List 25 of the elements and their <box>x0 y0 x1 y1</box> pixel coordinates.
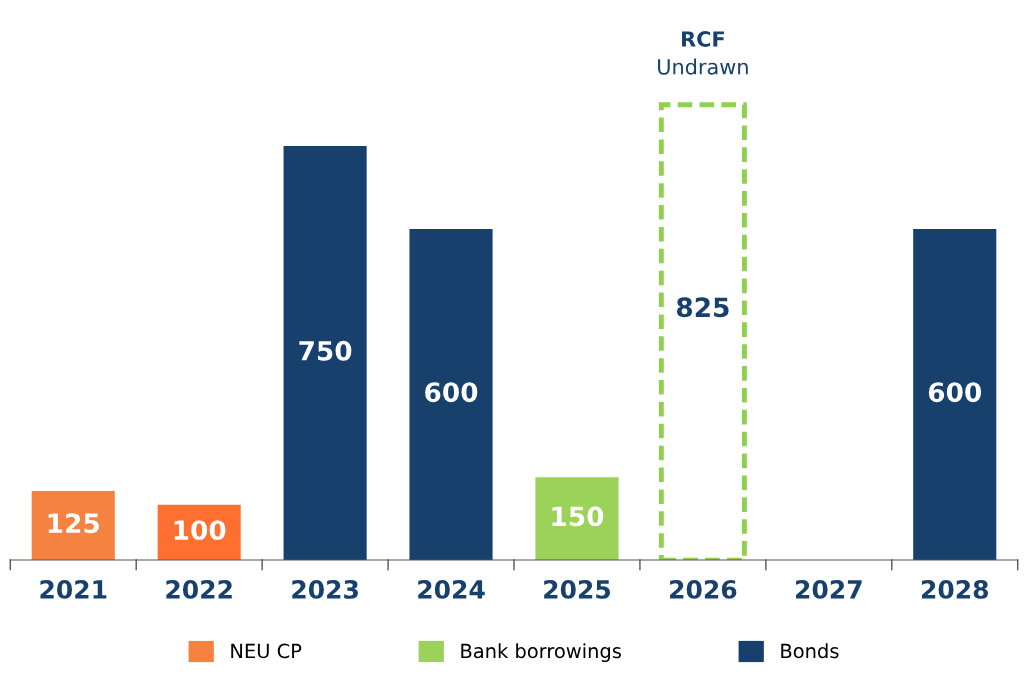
x-tick-label: 2021 <box>40 579 107 599</box>
data-label: 750 <box>299 340 352 361</box>
x-tick-label: 2022 <box>166 579 232 599</box>
annotation: Undrawn <box>658 58 748 75</box>
data-label: 100 <box>174 520 226 541</box>
bar <box>31 491 115 561</box>
x-tick-label: 2024 <box>418 579 485 599</box>
x-tick-label: 2027 <box>796 579 862 599</box>
legend-label: NEU CP <box>231 643 302 659</box>
bar <box>913 228 997 561</box>
data-label: 600 <box>928 382 982 403</box>
data-label: 600 <box>425 382 478 403</box>
legend-label: Bank borrowings <box>461 643 621 663</box>
x-tick-label: 2026 <box>670 579 737 599</box>
data-label: 150 <box>552 506 604 527</box>
x-tick-label: 2025 <box>544 579 611 599</box>
bar <box>409 228 493 561</box>
x-tick-label: 2028 <box>921 579 988 599</box>
bar <box>535 477 619 561</box>
annotation: RCF <box>682 31 724 47</box>
data-label: 125 <box>48 513 99 534</box>
bar <box>283 146 367 561</box>
x-tick-label: 2023 <box>292 579 358 599</box>
data-label: 825 <box>676 297 729 318</box>
legend-label: Bonds <box>781 643 839 659</box>
